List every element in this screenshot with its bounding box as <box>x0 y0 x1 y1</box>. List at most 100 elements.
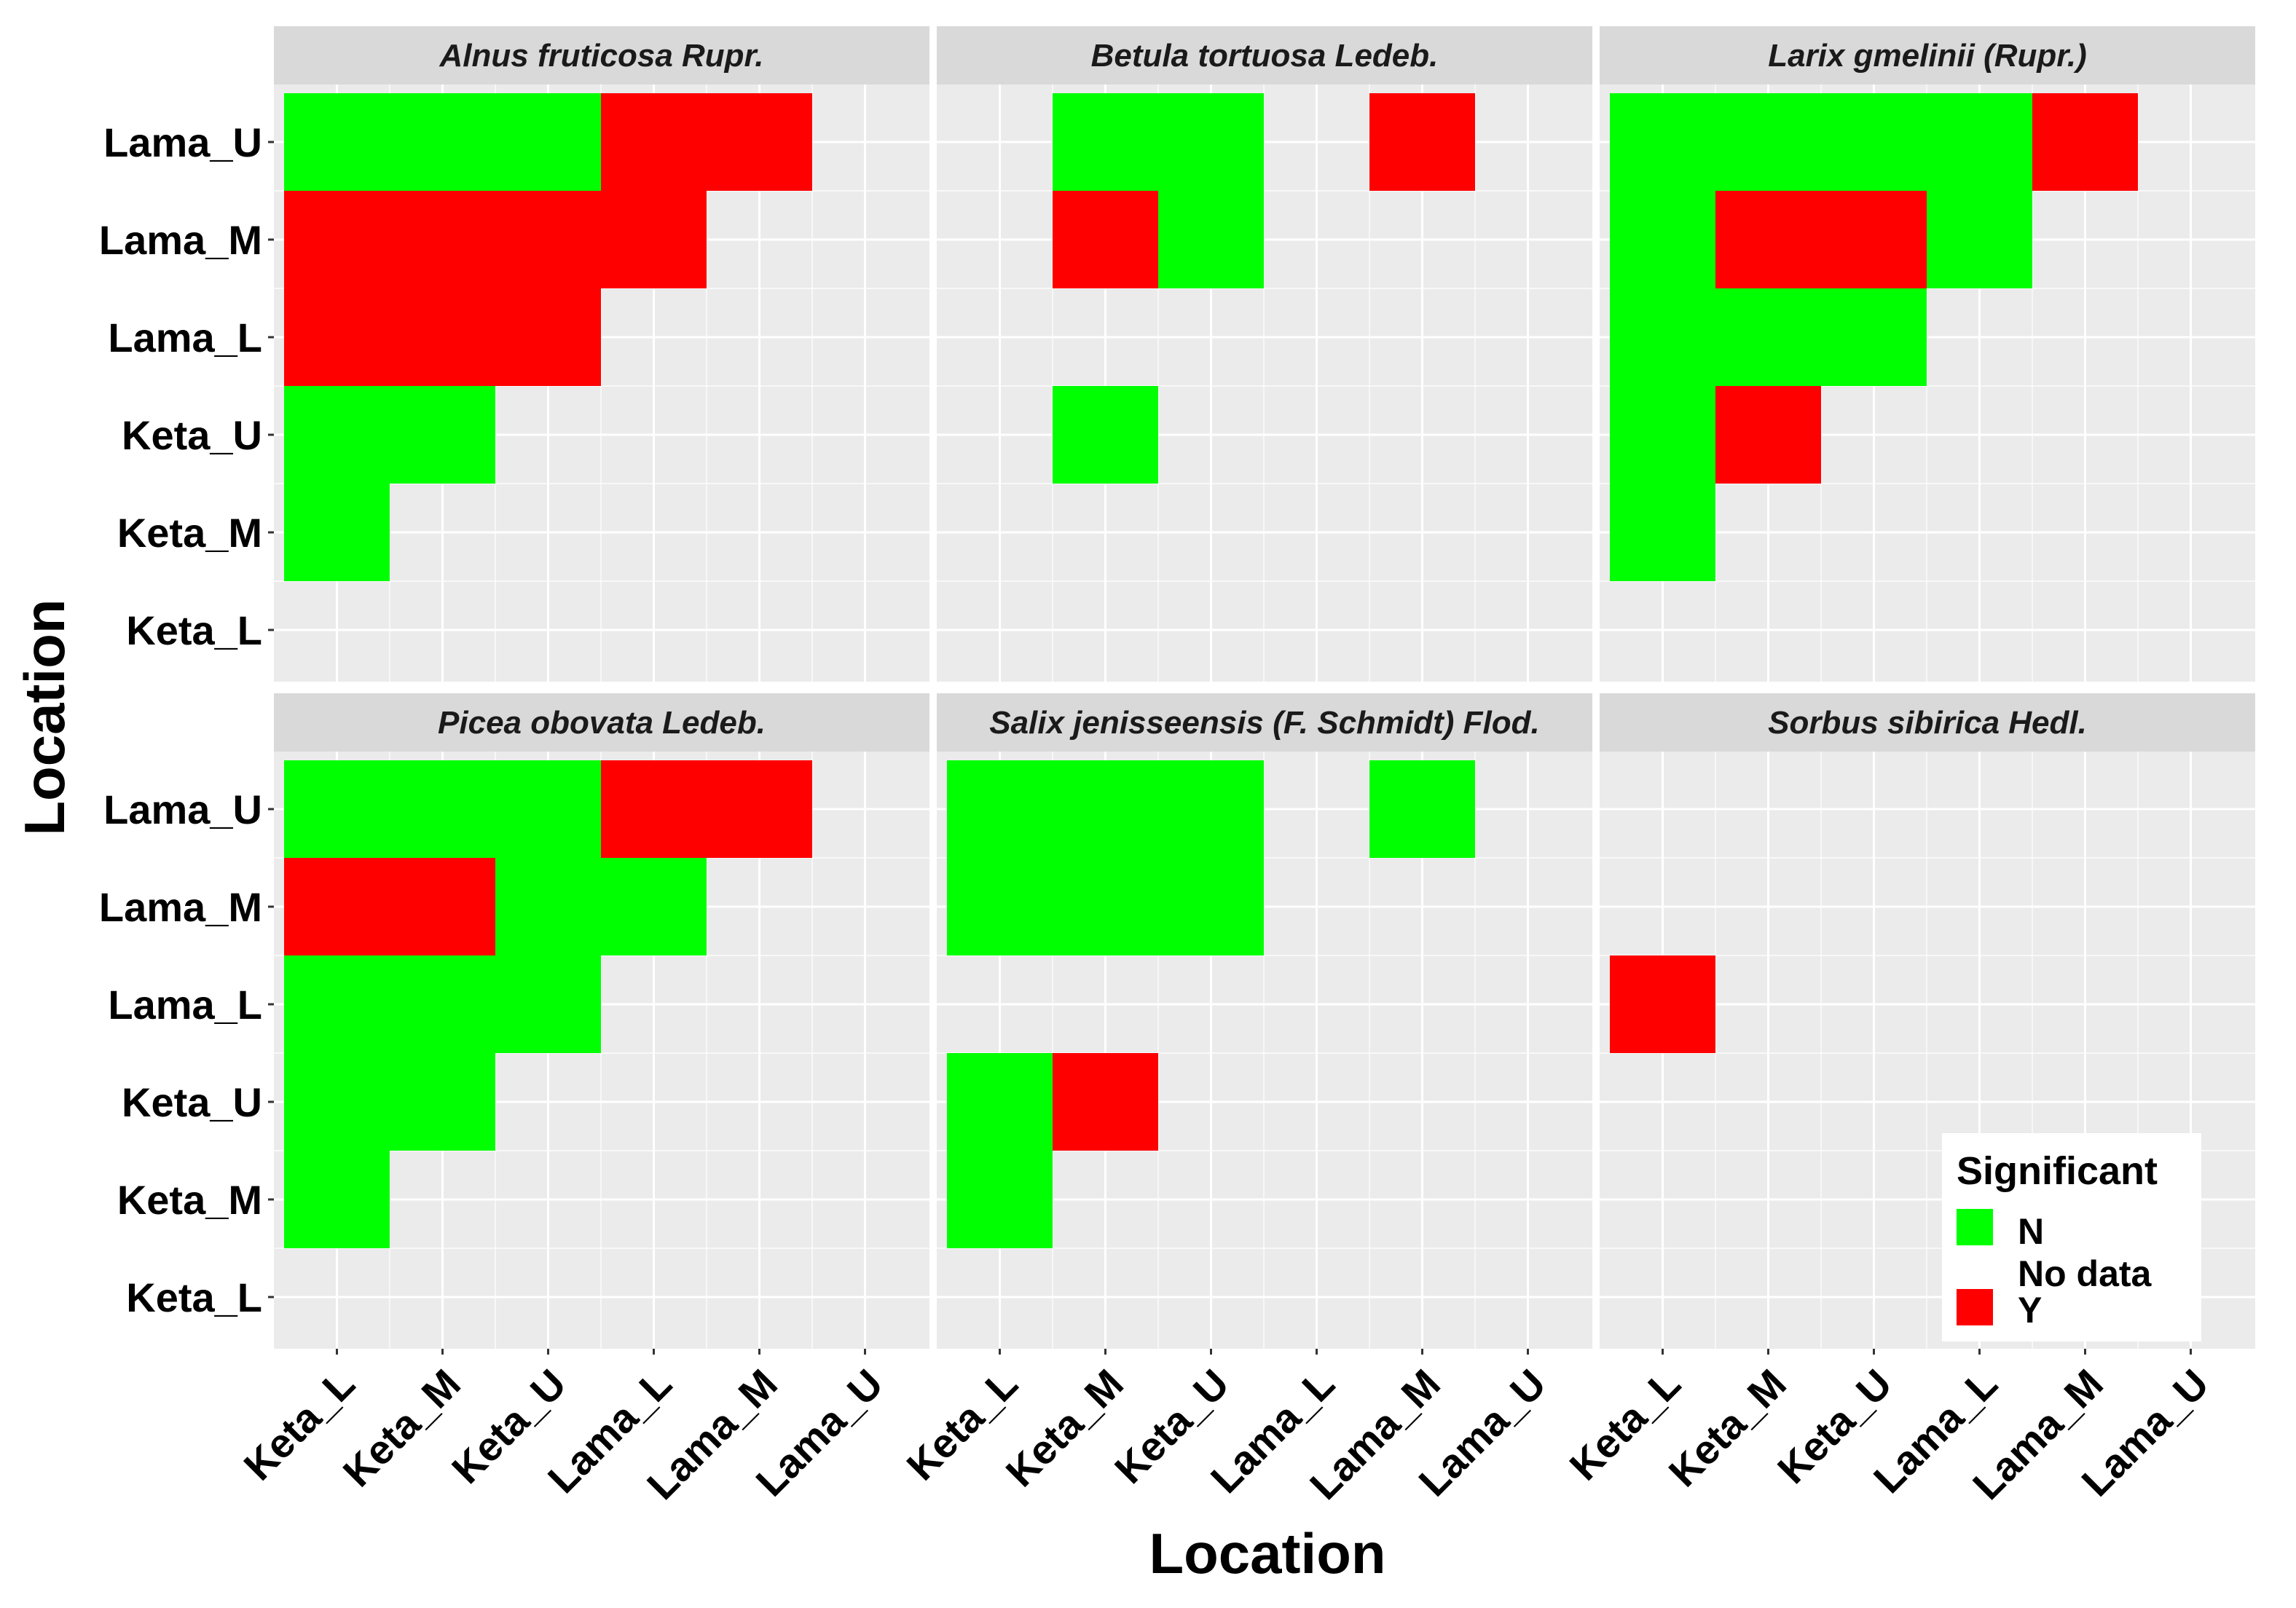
facet-panels: Alnus fruticosa Rupr. Betula tortuosa Led… <box>274 26 2255 1355</box>
heatmap-cell-lama-u-keta-l <box>947 760 1053 858</box>
heatmap-cell-keta-u-keta-m <box>1715 386 1821 484</box>
y-tick-label-keta-m: Keta_M <box>117 510 262 556</box>
heatmap-cell-lama-m-keta-l <box>1610 191 1715 288</box>
heatmap-cell-lama-m-lama-l <box>1927 191 2032 288</box>
y-axis-title: Location <box>12 599 76 836</box>
heatmap-cell-lama-m-keta-l <box>284 191 390 288</box>
heatmap-cell-lama-u-lama-l <box>1927 93 2032 191</box>
heatmap-cell-lama-l-keta-u <box>495 288 601 386</box>
heatmap-cell-lama-m-keta-u <box>1158 858 1264 955</box>
legend-label-no-data: No data <box>2018 1253 2152 1294</box>
heatmap-cell-lama-m-keta-l <box>947 858 1053 955</box>
heatmap-cell-lama-l-keta-m <box>1715 288 1821 386</box>
heatmap-cell-lama-l-keta-l <box>284 288 390 386</box>
y-tick-label-keta-l: Keta_L <box>126 607 262 653</box>
y-tick-label-lama-u: Lama_U <box>103 787 262 832</box>
heatmap-cell-lama-l-keta-l <box>284 955 390 1053</box>
heatmap-cell-lama-m-keta-m <box>1715 191 1821 288</box>
heatmap-cell-lama-m-keta-l <box>284 858 390 955</box>
heatmap-cell-keta-u-keta-m <box>390 386 495 484</box>
heatmap-cell-lama-u-keta-u <box>495 93 601 191</box>
facet-alnus-fruticosa-rupr: Alnus fruticosa Rupr. <box>274 26 929 682</box>
heatmap-cell-keta-m-keta-l <box>284 484 390 581</box>
facet-salix-jenisseensis-f-schmidt-flod: Salix jenisseensis (F. Schmidt) Flod. <box>937 693 1592 1355</box>
heatmap-cell-lama-m-keta-m <box>390 858 495 955</box>
heatmap-cell-lama-u-lama-m <box>1369 93 1475 191</box>
heatmap-cell-lama-u-lama-m <box>707 760 812 858</box>
heatmap-cell-keta-u-keta-l <box>1610 386 1715 484</box>
heatmap-cell-lama-u-keta-u <box>1158 760 1264 858</box>
y-tick-label-keta-u: Keta_U <box>122 1079 262 1125</box>
heatmap-cell-lama-m-lama-l <box>601 858 707 955</box>
heatmap-cell-lama-m-keta-m <box>1053 858 1158 955</box>
facet-strip-salix-jenisseensis-f-schmidt-flod <box>937 693 1592 752</box>
y-tick-label-lama-m: Lama_M <box>99 884 262 930</box>
heatmap-cell-lama-l-keta-l <box>1610 288 1715 386</box>
heatmap-cell-keta-m-keta-l <box>1610 484 1715 581</box>
heatmap-cell-lama-m-keta-m <box>390 191 495 288</box>
y-tick-label-lama-l: Lama_L <box>108 982 262 1028</box>
facet-panel-bg <box>937 84 1592 682</box>
facet-betula-tortuosa-ledeb: Betula tortuosa Ledeb. <box>937 26 1592 682</box>
heatmap-cell-lama-u-keta-m <box>1053 93 1158 191</box>
facet-strip-larix-gmelinii-rupr <box>1600 26 2255 84</box>
heatmap-cell-lama-m-keta-u <box>1158 191 1264 288</box>
legend-title: Significant <box>1957 1149 2158 1193</box>
heatmap-cell-lama-u-lama-m <box>1369 760 1475 858</box>
heatmap-cell-lama-m-keta-u <box>1821 191 1927 288</box>
heatmap-cell-lama-u-keta-l <box>1610 93 1715 191</box>
y-tick-label-keta-l: Keta_L <box>126 1274 262 1320</box>
y-tick-label-lama-l: Lama_L <box>108 315 262 360</box>
legend-key-y <box>1957 1289 1993 1325</box>
facet-strip-picea-obovata-ledeb <box>274 693 929 752</box>
legend-label-n: N <box>2018 1211 2044 1252</box>
heatmap-cell-lama-u-keta-l <box>284 93 390 191</box>
heatmap-cell-lama-u-keta-m <box>390 93 495 191</box>
heatmap-cell-keta-u-keta-l <box>947 1053 1053 1151</box>
heatmap-cell-lama-u-lama-l <box>601 760 707 858</box>
facet-strip-alnus-fruticosa-rupr <box>274 26 929 84</box>
heatmap-cell-lama-m-keta-u <box>495 191 601 288</box>
y-axis-tick-labels: Keta_L Keta_M Keta_U Lama_L Lama_M Lama_U Keta… <box>99 119 274 1320</box>
x-axis-title: Location <box>1149 1521 1386 1585</box>
facet-title-betula-tortuosa-ledeb: Betula tortuosa Ledeb. <box>1091 38 1439 74</box>
facet-larix-gmelinii-rupr: Larix gmelinii (Rupr.) <box>1600 26 2255 682</box>
heatmap-cell-lama-l-keta-u <box>495 955 601 1053</box>
heatmap-cell-lama-l-keta-u <box>1821 288 1927 386</box>
facet-strip-sorbus-sibirica-hedl <box>1600 693 2255 752</box>
facet-title-salix-jenisseensis-f-schmidt-flod: Salix jenisseensis (F. Schmidt) Flod. <box>989 705 1540 741</box>
heatmap-cell-lama-u-keta-m <box>1715 93 1821 191</box>
heatmap-cell-keta-m-keta-l <box>284 1151 390 1248</box>
legend-key-n <box>1957 1209 1993 1245</box>
legend-label-y: Y <box>2018 1290 2042 1331</box>
heatmap-cell-lama-u-keta-m <box>1053 760 1158 858</box>
heatmap-cell-lama-m-keta-u <box>495 858 601 955</box>
heatmap-cell-lama-u-keta-u <box>1821 93 1927 191</box>
heatmap-cell-keta-u-keta-l <box>284 1053 390 1151</box>
heatmap-cell-keta-u-keta-m <box>390 1053 495 1151</box>
facet-title-picea-obovata-ledeb: Picea obovata Ledeb. <box>438 705 766 741</box>
heatmap-cell-lama-u-lama-l <box>601 93 707 191</box>
heatmap-cell-lama-l-keta-l <box>1610 955 1715 1053</box>
heatmap-cell-lama-l-keta-m <box>390 955 495 1053</box>
heatmap-cell-lama-u-keta-m <box>390 760 495 858</box>
heatmap-cell-keta-u-keta-m <box>1053 386 1158 484</box>
facet-title-larix-gmelinii-rupr: Larix gmelinii (Rupr.) <box>1768 38 2087 74</box>
heatmap-cell-keta-m-keta-l <box>947 1151 1053 1248</box>
facet-title-sorbus-sibirica-hedl: Sorbus sibirica Hedl. <box>1768 705 2087 741</box>
heatmap-cell-lama-m-keta-m <box>1053 191 1158 288</box>
y-tick-label-keta-u: Keta_U <box>122 412 262 458</box>
y-tick-label-lama-u: Lama_U <box>103 119 262 165</box>
heatmap-cell-lama-u-lama-m <box>707 93 812 191</box>
heatmap-cell-keta-u-keta-m <box>1053 1053 1158 1151</box>
facet-title-alnus-fruticosa-rupr: Alnus fruticosa Rupr. <box>439 38 764 74</box>
heatmap-cell-keta-u-keta-l <box>284 386 390 484</box>
heatmap-cell-lama-u-keta-u <box>1158 93 1264 191</box>
facet-strip-betula-tortuosa-ledeb <box>937 26 1592 84</box>
heatmap-cell-lama-u-keta-l <box>284 760 390 858</box>
heatmap-cell-lama-u-lama-m <box>2032 93 2138 191</box>
heatmap-cell-lama-m-lama-l <box>601 191 707 288</box>
heatmap-cell-lama-u-keta-u <box>495 760 601 858</box>
